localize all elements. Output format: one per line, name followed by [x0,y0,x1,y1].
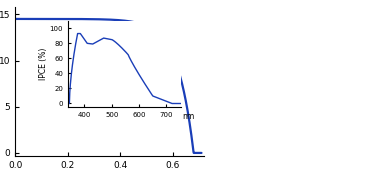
Y-axis label: IPCE (%): IPCE (%) [39,48,48,80]
Text: nm: nm [183,112,195,121]
X-axis label: $V_{oc}$: $V_{oc}$ [100,171,119,173]
